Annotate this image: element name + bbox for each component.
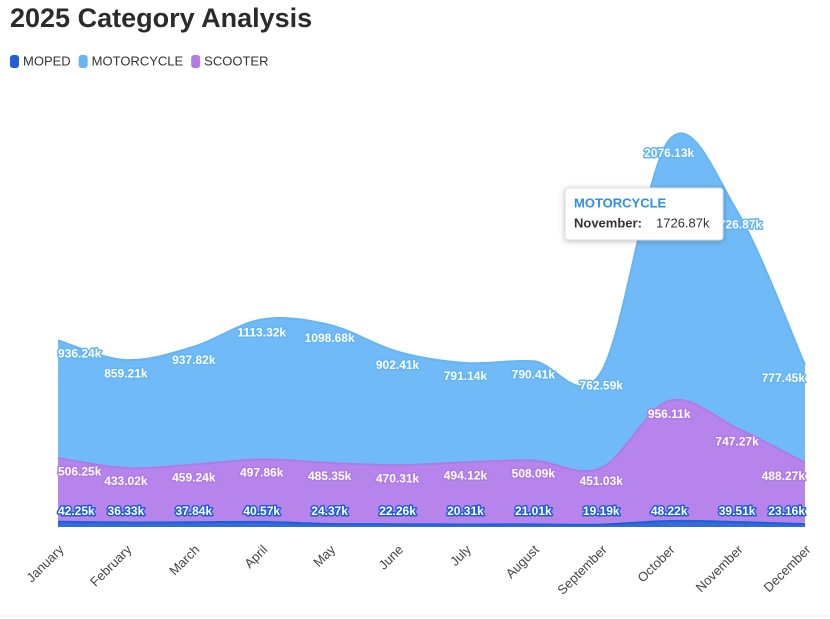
data-label: 859.21k	[104, 366, 148, 380]
data-label: 1098.68k	[305, 331, 355, 345]
data-label: 937.82k	[172, 353, 216, 367]
legend-swatch	[78, 55, 88, 68]
x-axis: January February March April May June July Augu…	[23, 541, 814, 597]
x-tick-label: September	[554, 541, 610, 597]
areas	[57, 132, 806, 527]
data-label: 22.26k	[379, 504, 416, 518]
data-label: 488.27k	[762, 469, 806, 483]
data-label: 777.45k	[762, 371, 806, 385]
data-label: 451.03k	[580, 474, 624, 488]
data-label: 508.09k	[512, 467, 556, 481]
data-label: 42.25k	[58, 504, 95, 518]
area	[58, 133, 805, 472]
data-label: 19.19k	[583, 504, 620, 518]
data-label: 20.31k	[447, 504, 484, 518]
tooltip-label: November:	[574, 215, 642, 230]
legend-swatch	[10, 55, 19, 68]
tooltip-series: MOTORCYCLE	[574, 195, 667, 210]
data-label: 747.27k	[715, 434, 759, 448]
legend: MOPED MOTORCYCLE SCOOTER	[10, 53, 268, 68]
data-label: 497.86k	[240, 466, 284, 480]
data-labels: 42.25k 36.33k 37.84k 40.57k 24.37k 22.26k 20.3…	[57, 145, 807, 520]
data-label: 762.59k	[580, 378, 624, 392]
data-label: 21.01k	[515, 504, 552, 518]
data-label: 459.24k	[172, 471, 216, 485]
x-tick-label: March	[166, 542, 202, 578]
data-label: 24.37k	[311, 504, 348, 518]
area	[58, 399, 805, 525]
tooltip-value: 1726.87k	[656, 215, 710, 230]
data-label: 1726.87k	[712, 217, 762, 231]
x-tick-label: June	[376, 542, 407, 573]
tooltip: MOTORCYCLE November: 1726.87k	[564, 187, 724, 241]
tooltip-box	[564, 187, 724, 241]
data-label: 40.57k	[243, 504, 280, 518]
data-label: 39.51k	[719, 504, 756, 518]
legend-label: SCOOTER	[204, 53, 268, 68]
data-label: 902.41k	[376, 358, 420, 372]
chart-title: 2025 Category Analysis	[10, 3, 312, 33]
data-label: 2076.13k	[644, 146, 694, 160]
data-label: 470.31k	[376, 471, 420, 485]
data-label: 1113.32k	[237, 326, 286, 340]
data-label: 936.24k	[58, 347, 102, 361]
data-label: 433.02k	[104, 474, 148, 488]
x-tick-label: February	[87, 542, 135, 590]
data-label: 790.41k	[512, 367, 556, 381]
legend-swatch	[191, 55, 201, 68]
data-label: 485.35k	[308, 469, 352, 483]
area-line	[57, 519, 806, 526]
area-line	[57, 398, 806, 473]
data-label: 956.11k	[648, 407, 691, 421]
x-tick-label: December	[761, 541, 814, 594]
x-tick-label: November	[693, 541, 746, 594]
x-tick-label: October	[634, 541, 678, 585]
data-label: 37.84k	[175, 504, 212, 518]
x-tick-label: May	[310, 542, 338, 570]
data-label: 506.25k	[58, 464, 102, 478]
x-tick-label: August	[503, 542, 542, 581]
x-tick-label: April	[241, 542, 270, 571]
legend-label: MOTORCYCLE	[92, 53, 184, 68]
data-label: 48.22k	[651, 504, 688, 518]
legend-label: MOPED	[23, 53, 71, 68]
area-line	[57, 132, 806, 388]
data-label: 791.14k	[444, 369, 488, 383]
x-tick-label: January	[23, 542, 67, 586]
x-tick-label: July	[447, 542, 474, 569]
data-label: 36.33k	[108, 504, 145, 518]
data-label: 494.12k	[444, 469, 488, 483]
data-label: 23.16k	[768, 504, 805, 518]
